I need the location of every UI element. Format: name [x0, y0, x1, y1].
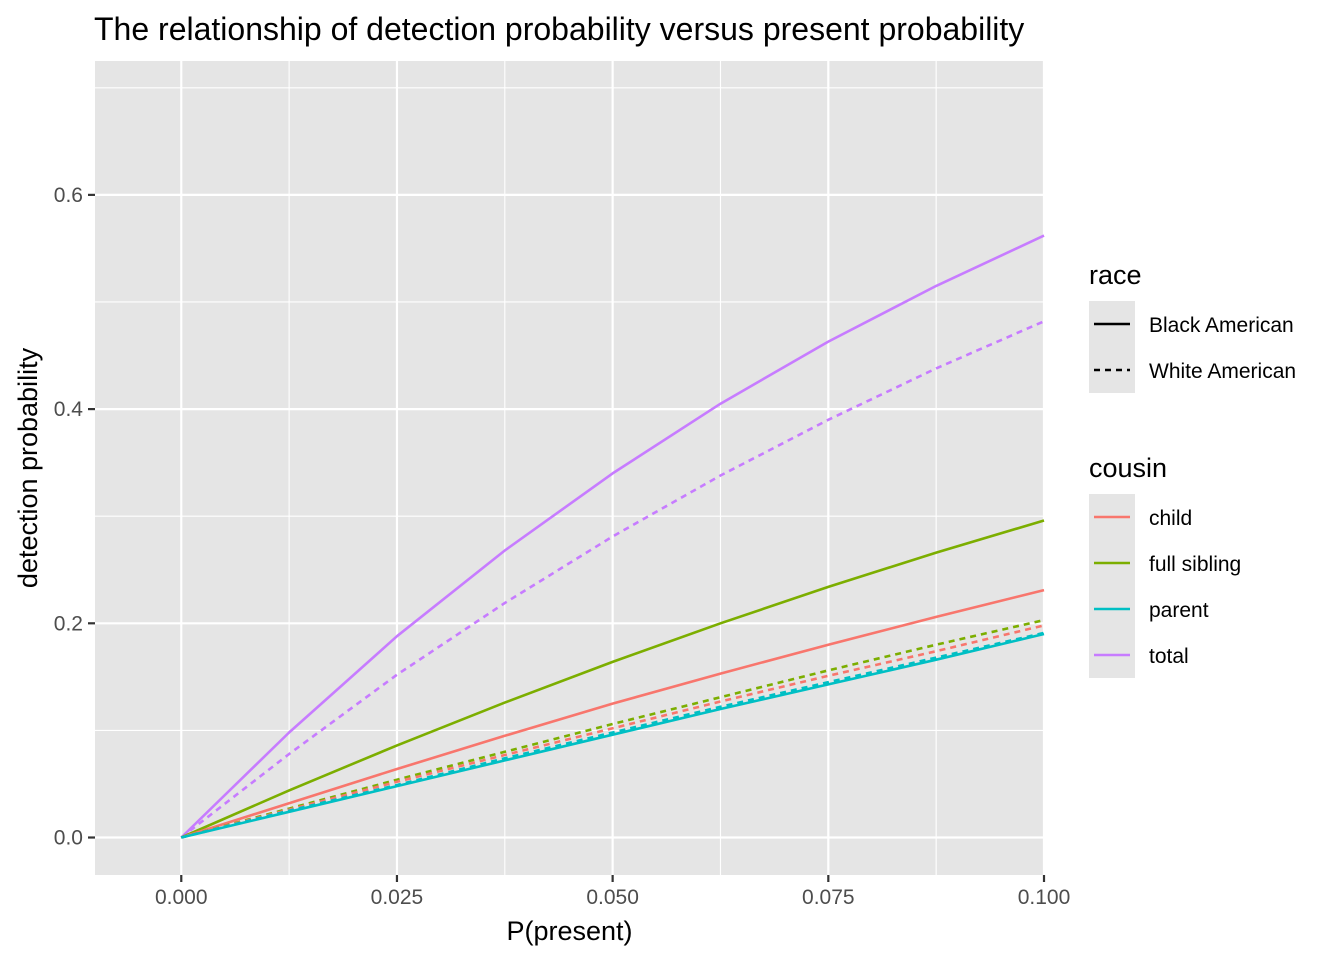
plot-panel — [95, 61, 1044, 875]
legend-label: child — [1149, 507, 1192, 530]
legend-label: total — [1149, 645, 1189, 668]
series-line — [180, 632, 1045, 839]
y-tick-label: 0.4 — [54, 398, 84, 421]
x-axis-title: P(present) — [506, 916, 632, 946]
x-tick-label: 0.000 — [155, 886, 208, 909]
series-line — [180, 519, 1045, 839]
y-axis: 0.0 0.2 0.4 0.6 — [54, 184, 95, 850]
x-tick-label: 0.050 — [586, 886, 639, 909]
series-line — [180, 320, 1045, 839]
legend-label: White American — [1149, 360, 1296, 383]
x-axis: 0.000 0.025 0.050 0.075 0.100 — [155, 875, 1070, 909]
legend: race Black American White American cousin ch… — [1089, 260, 1296, 678]
x-tick-label: 0.075 — [802, 886, 855, 909]
series-lines — [180, 234, 1045, 839]
legend-key-background — [1089, 494, 1135, 678]
series-line — [180, 588, 1045, 839]
y-tick-label: 0.0 — [54, 827, 83, 850]
legend-label: full sibling — [1149, 553, 1241, 576]
x-tick-label: 0.025 — [371, 886, 424, 909]
y-tick-label: 0.6 — [54, 184, 83, 207]
legend-title: cousin — [1089, 453, 1167, 483]
legend-key-background — [1089, 301, 1135, 393]
minor-gridlines — [95, 61, 1044, 875]
series-line — [180, 618, 1045, 839]
series-line — [180, 234, 1045, 839]
y-axis-title: detection probability — [13, 347, 43, 588]
series-line — [180, 624, 1045, 839]
major-gridlines — [95, 61, 1046, 875]
chart-title: The relationship of detection probabilit… — [94, 11, 1024, 47]
y-tick-label: 0.2 — [54, 612, 83, 635]
legend-label: parent — [1149, 599, 1209, 622]
legend-label: Black American — [1149, 314, 1294, 337]
x-tick-label: 0.100 — [1018, 886, 1071, 909]
legend-title: race — [1089, 260, 1142, 290]
